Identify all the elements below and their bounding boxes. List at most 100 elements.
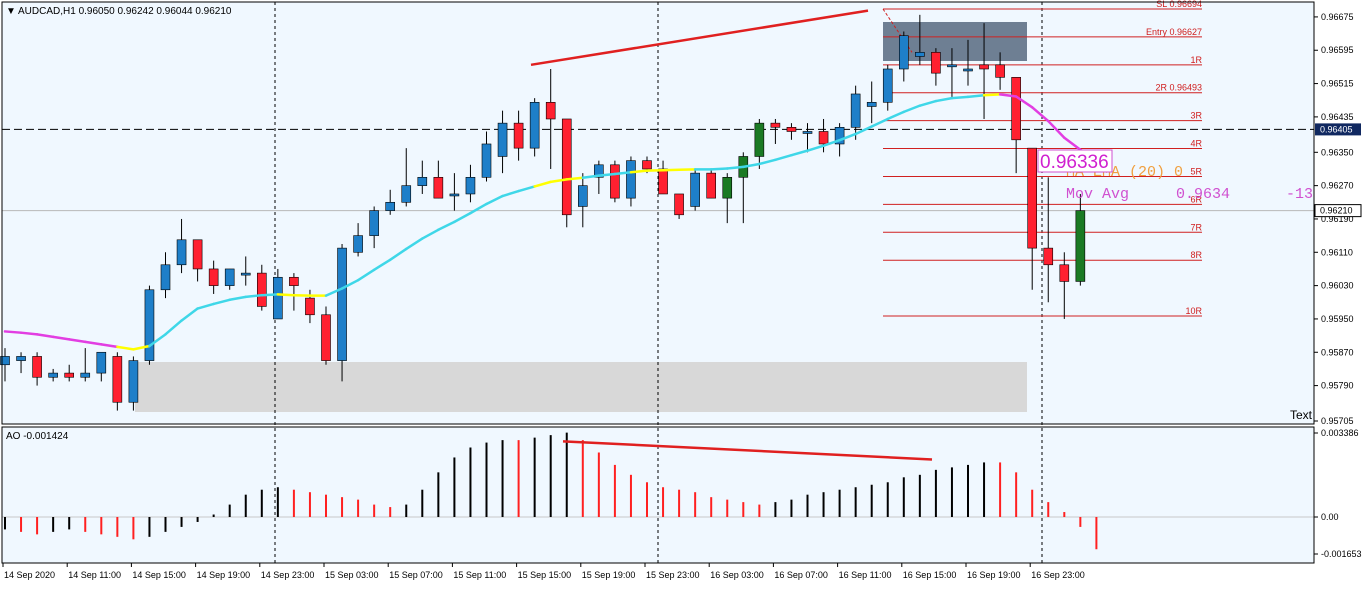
time-tick-label: 15 Sep 19:00: [582, 570, 636, 580]
ao-header: AO -0.001424: [6, 431, 69, 442]
candle-body[interactable]: [610, 165, 619, 198]
candle-body[interactable]: [81, 373, 90, 377]
candle-body[interactable]: [819, 131, 828, 143]
candle-body[interactable]: [289, 277, 298, 285]
candle-body[interactable]: [33, 356, 42, 377]
candle-body[interactable]: [659, 169, 668, 194]
price-tick-label: 0.95790: [1321, 381, 1354, 391]
candle-body[interactable]: [450, 194, 459, 196]
candle-body[interactable]: [241, 273, 250, 275]
symbol-header: AUDCAD,H1 0.96050 0.96242 0.96044 0.9621…: [18, 6, 232, 17]
candle-body[interactable]: [546, 102, 555, 119]
candle-body[interactable]: [257, 273, 266, 306]
symbol-header-arrow[interactable]: ▼: [6, 6, 16, 17]
candle-body[interactable]: [354, 236, 363, 253]
candle-body[interactable]: [578, 186, 587, 207]
ema-segment: [615, 172, 631, 174]
candle-body[interactable]: [675, 194, 684, 215]
candle-body[interactable]: [530, 102, 539, 148]
ao-tick-label: 0.00: [1321, 512, 1339, 522]
ma-info-label: Mov Avg: [1066, 186, 1129, 203]
candle-body[interactable]: [707, 173, 716, 198]
candle-body[interactable]: [177, 240, 186, 265]
candle-body[interactable]: [980, 65, 989, 69]
candle-body[interactable]: [466, 177, 475, 194]
candle-body[interactable]: [434, 177, 443, 198]
candle-body[interactable]: [17, 356, 26, 360]
candle-body[interactable]: [1044, 248, 1053, 265]
time-tick-label: 16 Sep 23:00: [1031, 570, 1085, 580]
ma-info-value: 0.9634: [1176, 186, 1230, 203]
price-tick-label: 0.96435: [1321, 112, 1354, 122]
candle-body[interactable]: [113, 356, 122, 402]
ema-segment: [246, 295, 262, 297]
candle-body[interactable]: [1060, 265, 1069, 282]
trade-level-label: 5R: [1190, 166, 1202, 176]
candle-body[interactable]: [964, 69, 973, 71]
price-tick-label: 0.96110: [1321, 247, 1353, 257]
candle-body[interactable]: [626, 161, 635, 198]
candle-body[interactable]: [996, 65, 1005, 77]
candle-body[interactable]: [851, 94, 860, 127]
candle-body[interactable]: [225, 269, 234, 286]
time-tick-label: 16 Sep 07:00: [774, 570, 828, 580]
ema-segment: [711, 169, 727, 170]
candle-body[interactable]: [867, 102, 876, 106]
candle-body[interactable]: [755, 123, 764, 156]
trade-level-label: Entry 0.96627: [1146, 27, 1202, 37]
candle-body[interactable]: [498, 123, 507, 156]
ao-tick-label: 0.003386: [1321, 428, 1359, 438]
candle-body[interactable]: [482, 144, 491, 177]
candle-body[interactable]: [209, 269, 218, 286]
ema-segment: [278, 294, 294, 295]
price-tick-label: 0.95705: [1321, 416, 1354, 426]
candle-body[interactable]: [402, 186, 411, 203]
candle-body[interactable]: [305, 298, 314, 315]
candle-body[interactable]: [803, 131, 812, 133]
candle-body[interactable]: [915, 52, 924, 56]
ema-segment: [952, 97, 968, 98]
candle-body[interactable]: [771, 123, 780, 127]
candle-body[interactable]: [370, 211, 379, 236]
time-tick-label: 15 Sep 03:00: [325, 570, 379, 580]
candle-body[interactable]: [418, 177, 427, 185]
candle-body[interactable]: [65, 373, 74, 377]
candle-body[interactable]: [947, 65, 956, 67]
ema-segment: [262, 294, 278, 295]
candle-body[interactable]: [643, 161, 652, 169]
candle-body[interactable]: [562, 119, 571, 215]
candle-body[interactable]: [514, 123, 523, 148]
candle-body[interactable]: [691, 173, 700, 206]
ema-segment: [631, 171, 647, 173]
text-tag[interactable]: Text: [1290, 408, 1313, 422]
candle-body[interactable]: [273, 277, 282, 319]
ma-info-extra: -13: [1286, 186, 1313, 203]
candle-body[interactable]: [723, 177, 732, 198]
candle-body[interactable]: [931, 52, 940, 73]
candle-body[interactable]: [145, 290, 154, 361]
time-tick-label: 15 Sep 07:00: [389, 570, 443, 580]
trade-level-label: 7R: [1190, 222, 1202, 232]
candle-body[interactable]: [787, 127, 796, 131]
ema-segment: [984, 94, 1000, 95]
candle-body[interactable]: [322, 315, 331, 361]
candle-body[interactable]: [883, 69, 892, 102]
candle-body[interactable]: [97, 352, 106, 373]
price-tick-label: 0.96515: [1321, 79, 1354, 89]
candle-body[interactable]: [49, 373, 58, 377]
candle-body[interactable]: [1028, 148, 1037, 248]
candle-body[interactable]: [338, 248, 347, 360]
candle-body[interactable]: [899, 36, 908, 69]
candle-body[interactable]: [1076, 211, 1085, 282]
candle-body[interactable]: [1012, 77, 1021, 139]
candle-body[interactable]: [386, 202, 395, 210]
candle-body[interactable]: [129, 361, 138, 403]
trade-level-label: 3R: [1190, 111, 1202, 121]
candle-body[interactable]: [161, 265, 170, 290]
price-tick-label: 0.95870: [1321, 347, 1354, 357]
price-tick-label: 0.96030: [1321, 281, 1354, 291]
candle-body[interactable]: [193, 240, 202, 269]
time-tick-label: 16 Sep 19:00: [967, 570, 1021, 580]
time-tick-label: 14 Sep 15:00: [132, 570, 186, 580]
